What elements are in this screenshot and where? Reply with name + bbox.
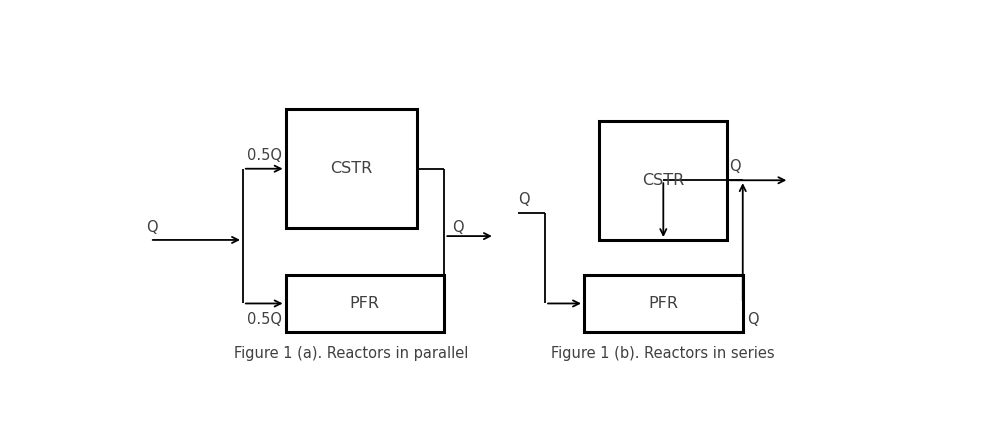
Text: Figure 1 (a). Reactors in parallel: Figure 1 (a). Reactors in parallel [234,346,468,361]
Text: Q: Q [452,219,464,234]
Text: CSTR: CSTR [642,173,684,188]
Bar [286,274,445,332]
Text: 0.5Q: 0.5Q [246,148,282,163]
Text: 0.5Q: 0.5Q [246,312,282,327]
Text: Q: Q [729,160,740,174]
Bar [584,274,742,332]
Text: CSTR: CSTR [330,161,372,176]
Text: Q: Q [146,219,158,234]
Text: Figure 1 (b). Reactors in series: Figure 1 (b). Reactors in series [551,346,775,361]
Text: Q: Q [518,192,529,207]
Bar [599,120,728,240]
Text: PFR: PFR [648,296,678,311]
Text: Q: Q [746,312,758,327]
Bar [286,109,417,228]
Text: PFR: PFR [350,296,380,311]
